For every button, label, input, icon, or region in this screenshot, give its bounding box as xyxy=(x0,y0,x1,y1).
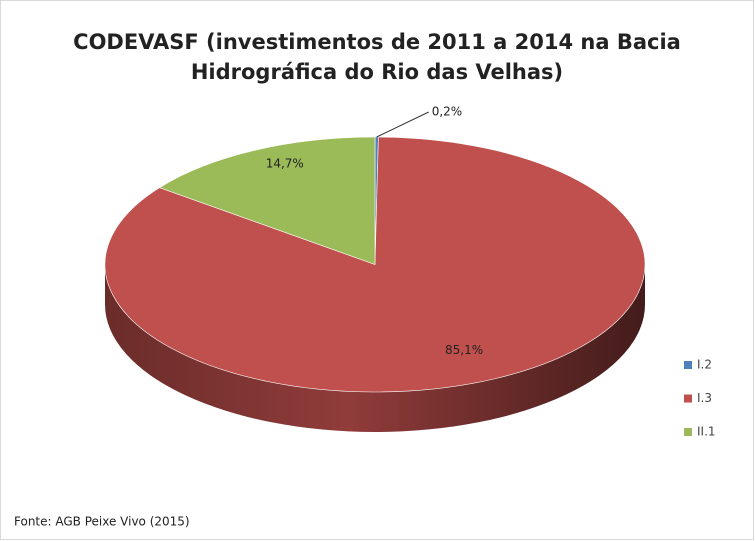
data-label: 14,7% xyxy=(266,156,304,170)
legend-swatch xyxy=(684,361,692,369)
source-note: Fonte: AGB Peixe Vivo (2015) xyxy=(14,515,190,529)
legend-label: I.3 xyxy=(697,391,712,405)
chart-title: CODEVASF (investimentos de 2011 a 2014 n… xyxy=(73,30,681,54)
chart-title: Hidrográfica do Rio das Velhas) xyxy=(191,60,563,84)
pie-side xyxy=(105,264,645,432)
legend-swatch xyxy=(684,394,692,403)
data-label: 85,1% xyxy=(445,343,483,357)
leader-line xyxy=(376,111,429,138)
data-label: 0,2% xyxy=(432,105,463,119)
legend-label: I.2 xyxy=(697,358,712,372)
legend-swatch xyxy=(684,428,692,436)
pie-slice xyxy=(158,136,376,265)
legend-label: II.1 xyxy=(697,425,716,439)
